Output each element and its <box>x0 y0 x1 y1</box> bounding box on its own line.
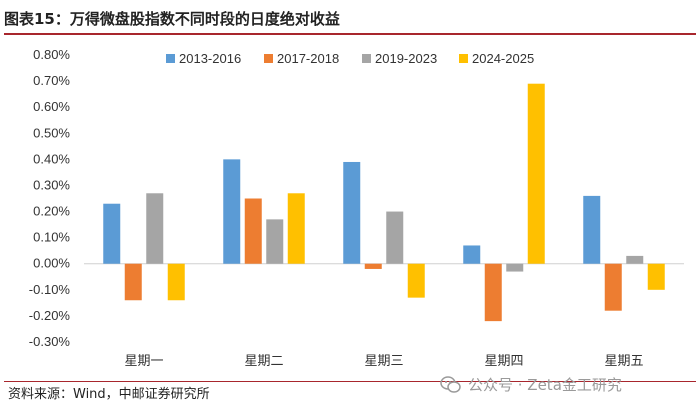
bar <box>484 263 502 322</box>
bar <box>266 219 284 264</box>
y-tick-label: 0.10% <box>33 230 70 245</box>
bar <box>364 263 382 269</box>
x-tick-label: 星期三 <box>364 354 403 369</box>
bar-chart: 0.80% 0.70% 0.60% 0.50% 0.40% 0.30% 0.20% 0.10%… <box>29 47 684 369</box>
watermark-text: 公众号 · Zeta金工研究 <box>468 376 622 394</box>
y-tick-label: -0.20% <box>29 308 71 323</box>
bar <box>103 203 121 264</box>
bar <box>223 159 241 264</box>
legend-swatch <box>362 54 371 63</box>
x-tick-label: 星期五 <box>604 354 643 369</box>
legend-label: 2019-2023 <box>375 51 437 66</box>
legend-swatch <box>459 54 468 63</box>
x-tick-label: 星期一 <box>124 354 163 369</box>
bar <box>244 198 262 264</box>
bar <box>124 263 142 301</box>
legend-label: 2017-2018 <box>277 51 339 66</box>
y-tick-label: 0.40% <box>33 151 70 166</box>
bar <box>146 193 164 264</box>
y-tick-label: 0.30% <box>33 177 70 192</box>
bar <box>626 255 644 264</box>
bar <box>343 161 361 264</box>
y-tick-label: -0.10% <box>29 282 71 297</box>
bar <box>463 245 481 264</box>
y-tick-label: 0.80% <box>33 47 70 62</box>
x-tick-label: 星期四 <box>484 354 523 369</box>
bar <box>407 263 425 298</box>
bar <box>167 263 185 301</box>
source-note: 资料来源：Wind，中邮证券研究所 <box>8 387 210 402</box>
bar <box>506 263 524 272</box>
y-tick-label: 0.20% <box>33 204 70 219</box>
wechat-icon <box>440 376 461 393</box>
figure-title: 图表15：万得微盘股指数不同时段的日度绝对收益 <box>4 10 340 28</box>
legend-swatch <box>264 54 273 63</box>
bar <box>527 83 545 264</box>
legend-label: 2024-2025 <box>472 51 534 66</box>
title-rule <box>4 33 696 35</box>
bar <box>583 195 601 264</box>
legend-swatch <box>166 54 175 63</box>
y-tick-label: 0.00% <box>33 256 70 271</box>
bar <box>647 263 665 290</box>
y-tick-label: 0.70% <box>33 73 70 88</box>
watermark: 公众号 · Zeta金工研究 <box>440 370 622 400</box>
y-tick-label: 0.50% <box>33 125 70 140</box>
y-tick-label: 0.60% <box>33 99 70 114</box>
bar <box>604 263 622 311</box>
y-tick-label: -0.30% <box>29 334 71 349</box>
x-tick-label: 星期二 <box>244 354 283 369</box>
legend-label: 2013-2016 <box>179 51 241 66</box>
bar <box>287 193 305 264</box>
bar <box>386 211 404 264</box>
footer-rule <box>4 381 696 382</box>
